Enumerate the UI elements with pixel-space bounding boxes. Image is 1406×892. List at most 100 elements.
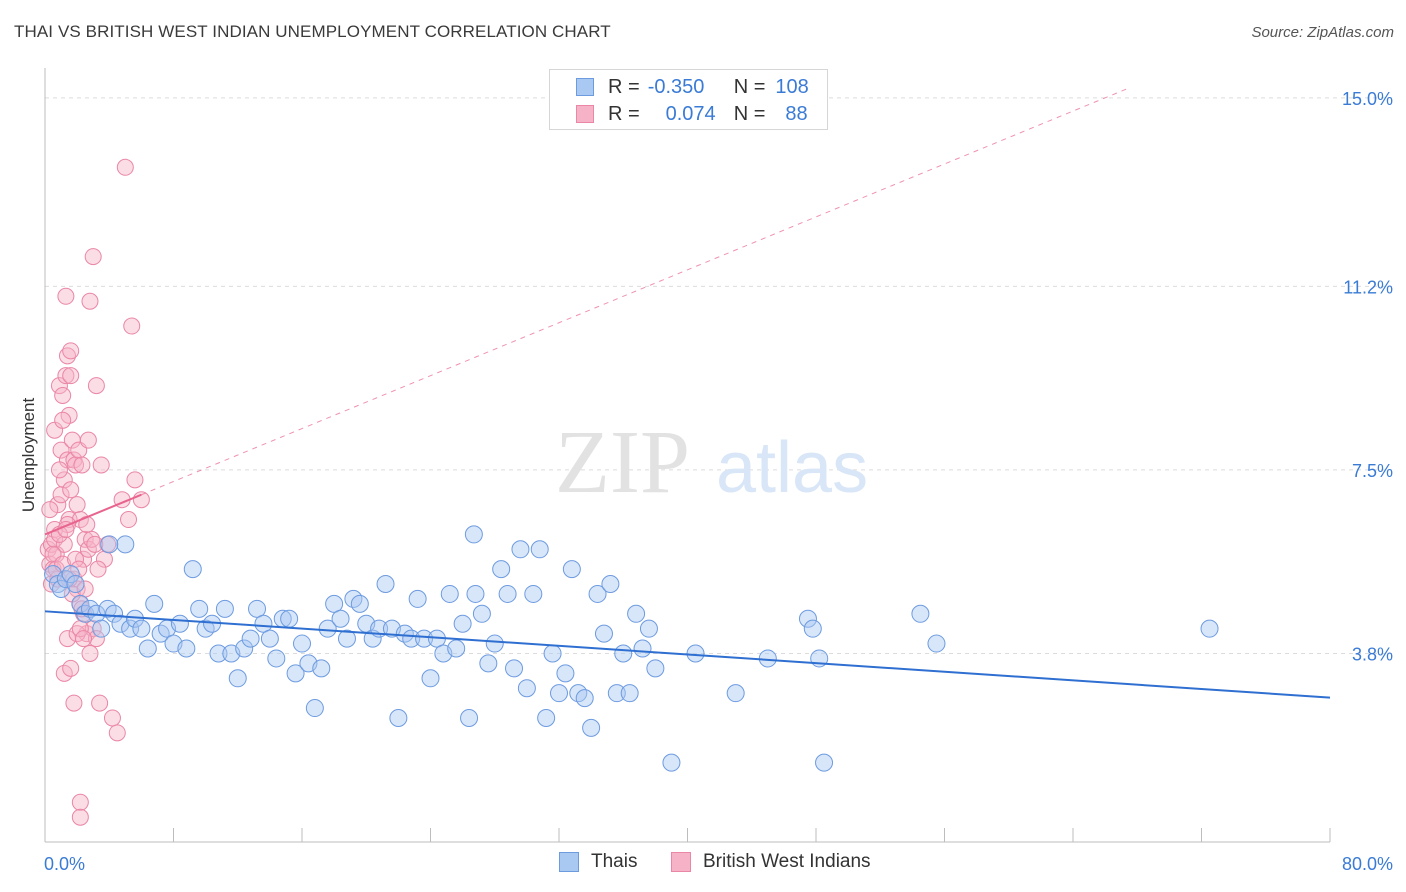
thais-point [228, 669, 247, 688]
thais-point [447, 639, 466, 658]
thais-point [646, 659, 665, 678]
bwi-point [86, 535, 104, 553]
thais-point [511, 540, 530, 559]
thais-point [312, 659, 331, 678]
thais-point [464, 525, 483, 544]
bwi-point [81, 292, 99, 310]
thais-point [627, 604, 646, 623]
bwi-point [76, 530, 94, 548]
bwi-point [62, 367, 80, 385]
watermark-zip: ZIP [555, 413, 690, 512]
thais-point [911, 604, 930, 623]
thais-point [280, 609, 299, 628]
thais-point [376, 575, 395, 594]
thais-point [543, 644, 562, 663]
thais-point [170, 614, 189, 633]
thais-point [620, 684, 639, 703]
bwi-point [123, 317, 141, 335]
thais-point [575, 689, 594, 708]
bwi-point [132, 491, 150, 509]
thais-point [138, 639, 157, 658]
bwi-point [73, 456, 91, 474]
thais-point [241, 629, 260, 648]
thais-point [607, 684, 626, 703]
bwi-point [126, 471, 144, 489]
source-credit: Source: ZipAtlas.com [1251, 24, 1394, 41]
thais-point [662, 753, 681, 772]
bwi-point [54, 387, 72, 405]
thais-point [350, 594, 369, 613]
bwi-point [89, 560, 107, 578]
bwi-point [71, 793, 89, 811]
legend-r-label: R = [608, 75, 640, 98]
thais-point [927, 634, 946, 653]
bwi-point [81, 644, 99, 662]
thais-point [614, 644, 633, 663]
thais-point [639, 619, 658, 638]
thais-point [293, 634, 311, 653]
y-tick-label: 11.2% [1343, 277, 1393, 297]
thais-point [758, 649, 777, 668]
bwi-point [87, 377, 105, 395]
thais-point [803, 619, 822, 638]
watermark: ZIP atlas [555, 413, 868, 512]
thais-point [517, 679, 536, 698]
thais-point [215, 599, 234, 618]
bwi-point [75, 630, 93, 648]
british-west-indians-points [39, 158, 150, 826]
bwi-point [62, 481, 80, 499]
bwi-point [62, 342, 80, 360]
thais-trend-line [44, 610, 1331, 699]
thais-point [183, 560, 202, 579]
bwi-point [57, 287, 75, 305]
bwi-point [52, 441, 70, 459]
thais-point [100, 535, 119, 554]
thais-point [421, 669, 440, 688]
bottom-legend-swatch-pink [671, 852, 691, 872]
thais-point [132, 619, 151, 638]
thais-point [460, 708, 479, 727]
bottom-legend-swatch-blue [559, 852, 579, 872]
bottom-legend-label: Thais [591, 851, 638, 872]
thais-point [440, 584, 459, 603]
bwi-point [108, 724, 126, 742]
x-tick-label: 0.0% [44, 854, 85, 874]
bottom-legend-bwi: British West Indians [671, 851, 871, 873]
thais-point [248, 599, 267, 618]
thais-point [492, 560, 511, 579]
bwi-point [55, 535, 73, 553]
thais-point [71, 594, 90, 613]
thais-point [472, 604, 491, 623]
thais-point [633, 639, 652, 658]
legend-n-label: N = [733, 75, 766, 98]
bwi-point [68, 496, 86, 514]
thais-point [389, 708, 408, 727]
legend-row-thais: R = -0.350 N = 108 [550, 74, 809, 100]
bwi-point [62, 659, 80, 677]
thais-point [286, 664, 305, 683]
thais-point [331, 609, 350, 628]
thais-point [505, 659, 524, 678]
bwi-point [92, 456, 110, 474]
thais-point [111, 614, 130, 633]
bwi-point [58, 347, 76, 365]
thais-point [408, 589, 427, 608]
thais-point [1200, 619, 1219, 638]
thais-point [686, 644, 705, 663]
thais-point [177, 639, 196, 658]
watermark-atlas: atlas [716, 428, 868, 508]
thais-point [798, 609, 817, 628]
bottom-legend-label: British West Indians [703, 851, 871, 872]
thais-point [556, 664, 575, 683]
thais-point [582, 718, 601, 737]
thais-point [337, 629, 356, 648]
thais-point [726, 684, 745, 703]
thais-point [56, 570, 75, 589]
thais-point [466, 584, 485, 603]
thais-point [267, 649, 286, 668]
bwi-point [49, 496, 67, 514]
thais-point [562, 560, 581, 579]
legend-row-bwi: R = 0.074 N = 88 [550, 101, 808, 127]
legend-r-value: 0.074 [665, 102, 716, 125]
bwi-point [39, 540, 57, 558]
